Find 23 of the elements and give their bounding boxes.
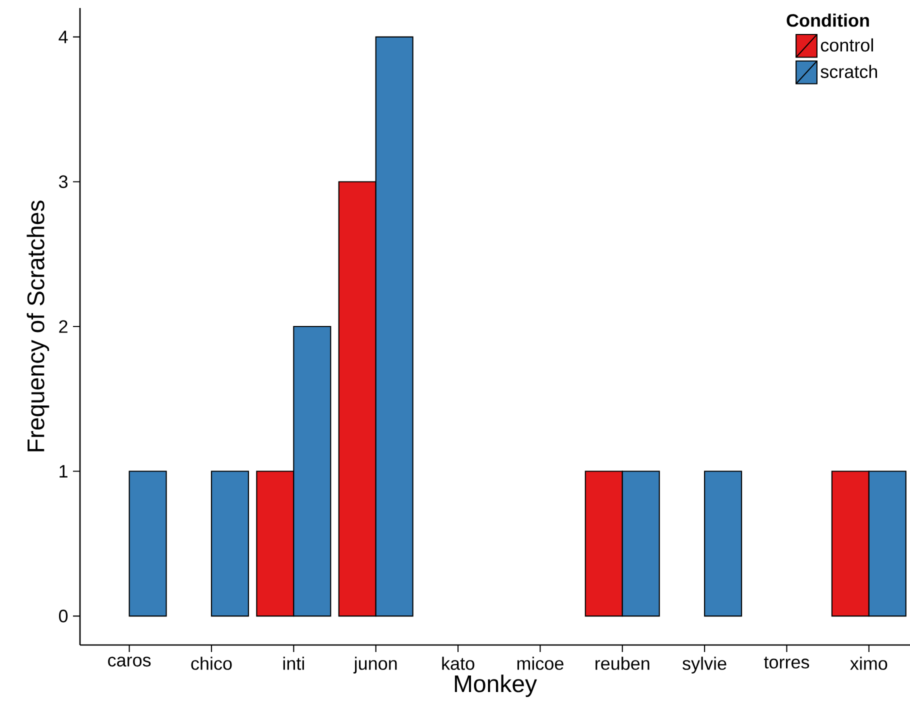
x-tick-label: kato bbox=[442, 656, 474, 670]
x-tick-label: micoe bbox=[517, 656, 564, 670]
legend-label: control bbox=[820, 38, 873, 52]
y-axis-title: Frequency of Scratches bbox=[26, 200, 50, 452]
y-tick-label: 0 bbox=[58, 610, 68, 622]
x-tick-label: chico bbox=[191, 656, 232, 670]
x-tick-label: ximo bbox=[850, 656, 888, 670]
y-tick-label: 4 bbox=[58, 30, 68, 44]
legend-label: scratch bbox=[820, 64, 878, 78]
y-tick-label: 3 bbox=[58, 175, 68, 188]
x-tick-label: inti bbox=[283, 656, 304, 670]
bar bbox=[210, 470, 249, 617]
x-tick-label: junon bbox=[353, 656, 397, 674]
x-tick-label: torres bbox=[764, 656, 810, 669]
x-tick-label: caros bbox=[108, 656, 151, 667]
bar bbox=[704, 470, 742, 617]
y-tick-label: 2 bbox=[59, 320, 68, 333]
legend-title: Condition bbox=[786, 14, 869, 27]
x-tick-label: reuben bbox=[596, 656, 650, 670]
x-tick-label: sylvie bbox=[682, 656, 726, 674]
x-axis-title: Monkey bbox=[454, 674, 537, 698]
bar bbox=[128, 470, 167, 617]
y-tick-label: 1 bbox=[60, 465, 68, 478]
